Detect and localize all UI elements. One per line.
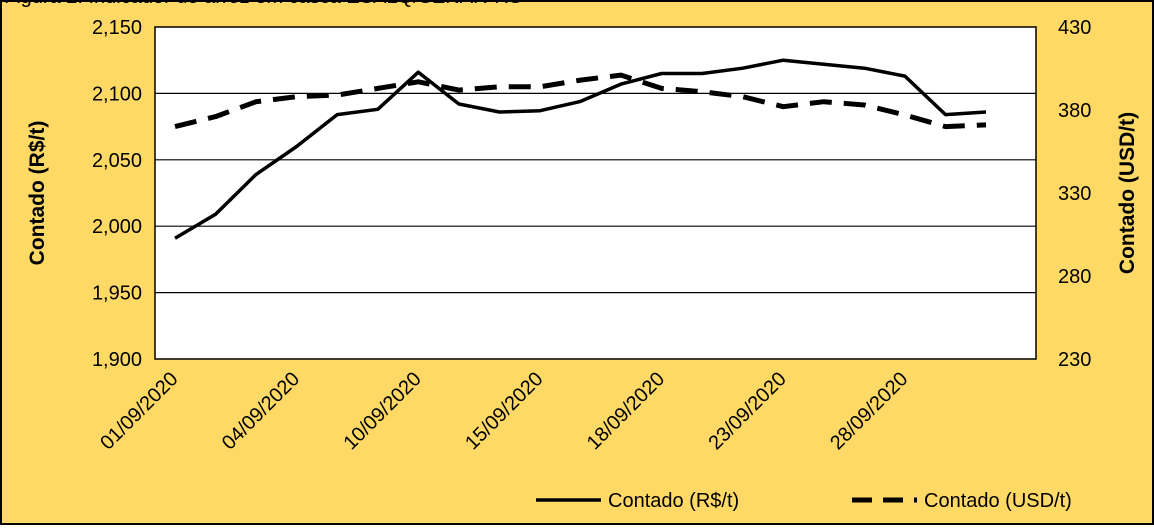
legend: Contado (R$/t) Contado (USD/t) [536, 490, 1072, 512]
series-line-brl [174, 58, 987, 240]
right-tick-label: 280 [1058, 266, 1091, 288]
left-tick-label: 1,900 [92, 349, 142, 371]
left-tick-label: 1,950 [92, 283, 142, 305]
plot-area [154, 26, 1037, 360]
left-tick-label: 2,150 [92, 17, 142, 39]
left-tick-label: 2,100 [92, 83, 142, 105]
left-axis-ticks: 1,900 1,950 2,000 2,050 2,100 2,150 [92, 17, 142, 371]
right-tick-label: 230 [1058, 349, 1091, 371]
series-line-usd [174, 72, 987, 130]
legend-label: Contado (USD/t) [924, 490, 1072, 512]
right-tick-label: 380 [1058, 100, 1091, 122]
series-lines [174, 58, 987, 240]
left-axis-title: Contado (R$/t) [26, 121, 49, 266]
left-tick-label: 2,000 [92, 216, 142, 238]
right-tick-label: 330 [1058, 183, 1091, 205]
right-axis-ticks: 230 280 330 380 430 [1058, 17, 1091, 371]
right-axis-title: Contado (USD/t) [1116, 112, 1139, 274]
figure-caption: Figura 2. Indicador do arroz em casca ES… [4, 0, 522, 9]
right-tick-label: 430 [1058, 17, 1091, 39]
legend-label: Contado (R$/t) [608, 490, 739, 512]
left-tick-label: 2,050 [92, 150, 142, 172]
